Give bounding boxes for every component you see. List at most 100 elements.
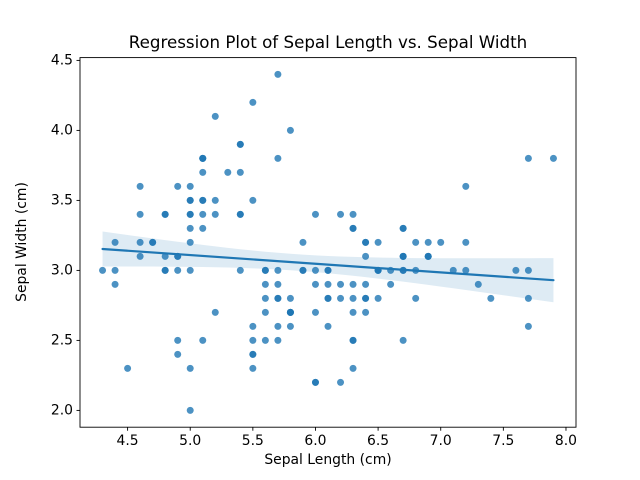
scatter-point bbox=[111, 266, 119, 274]
scatter-point bbox=[224, 168, 232, 176]
scatter-point bbox=[362, 308, 370, 316]
scatter-point bbox=[261, 308, 269, 316]
y-tick-label: 3.0 bbox=[51, 262, 73, 278]
scatter-point bbox=[549, 154, 557, 162]
scatter-point bbox=[174, 266, 182, 274]
x-tick-label: 7.0 bbox=[430, 433, 452, 449]
scatter-point bbox=[274, 336, 282, 344]
scatter-point bbox=[424, 238, 432, 246]
scatter-point bbox=[412, 238, 420, 246]
scatter-point bbox=[199, 168, 207, 176]
scatter-point bbox=[412, 294, 420, 302]
scatter-point bbox=[286, 322, 294, 330]
scatter-point bbox=[186, 364, 194, 372]
scatter-point bbox=[524, 322, 532, 330]
scatter-point bbox=[362, 294, 370, 302]
scatter-point bbox=[512, 266, 520, 274]
scatter-point bbox=[161, 252, 169, 260]
scatter-point bbox=[186, 238, 194, 246]
axes-spines bbox=[79, 57, 577, 428]
scatter-point bbox=[186, 210, 194, 218]
scatter-point bbox=[186, 224, 194, 232]
scatter-point bbox=[274, 70, 282, 78]
scatter-point bbox=[236, 168, 244, 176]
scatter-point bbox=[337, 280, 345, 288]
scatter-point bbox=[274, 294, 282, 302]
scatter-point bbox=[199, 154, 207, 162]
scatter-point bbox=[261, 280, 269, 288]
scatter-point bbox=[136, 182, 144, 190]
scatter-point bbox=[161, 266, 169, 274]
scatter-point bbox=[186, 182, 194, 190]
x-tick-label: 8.0 bbox=[555, 433, 577, 449]
scatter-point bbox=[311, 266, 319, 274]
scatter-point bbox=[474, 280, 482, 288]
regression-line bbox=[101, 247, 555, 282]
scatter-point bbox=[337, 294, 345, 302]
scatter-point bbox=[362, 252, 370, 260]
scatter-point bbox=[274, 154, 282, 162]
scatter-point bbox=[186, 266, 194, 274]
scatter-point bbox=[199, 196, 207, 204]
scatter-point bbox=[249, 98, 257, 106]
scatter-point bbox=[274, 322, 282, 330]
scatter-point bbox=[111, 238, 119, 246]
scatter-point bbox=[286, 126, 294, 134]
scatter-point bbox=[261, 294, 269, 302]
scatter-point bbox=[211, 308, 219, 316]
scatter-point bbox=[299, 238, 307, 246]
scatter-point bbox=[99, 266, 107, 274]
scatter-point bbox=[211, 112, 219, 120]
x-axis-label: Sepal Length (cm) bbox=[264, 452, 392, 468]
scatter-point bbox=[399, 224, 407, 232]
scatter-point bbox=[462, 182, 470, 190]
scatter-point bbox=[387, 280, 395, 288]
scatter-point bbox=[311, 308, 319, 316]
scatter-point bbox=[274, 266, 282, 274]
y-axis-label: Sepal Width (cm) bbox=[14, 182, 30, 302]
x-tick-label: 7.5 bbox=[492, 433, 514, 449]
scatter-point bbox=[249, 364, 257, 372]
x-tick-label: 4.5 bbox=[117, 433, 139, 449]
scatter-point bbox=[274, 280, 282, 288]
y-tick-label: 4.0 bbox=[51, 122, 73, 138]
scatter-point bbox=[362, 280, 370, 288]
scatter-point bbox=[261, 266, 269, 274]
scatter-point bbox=[362, 238, 370, 246]
scatter-point bbox=[349, 210, 357, 218]
scatter-point bbox=[186, 196, 194, 204]
scatter-point bbox=[124, 364, 132, 372]
chart-title: Regression Plot of Sepal Length vs. Sepa… bbox=[128, 32, 528, 52]
scatter-point bbox=[186, 406, 194, 414]
scatter-point bbox=[161, 210, 169, 218]
scatter-point bbox=[286, 308, 294, 316]
scatter-point bbox=[136, 238, 144, 246]
scatter-point bbox=[462, 238, 470, 246]
x-tick-label: 5.0 bbox=[179, 433, 201, 449]
scatter-point bbox=[349, 308, 357, 316]
scatter-point bbox=[324, 266, 332, 274]
x-tick-label: 5.5 bbox=[242, 433, 264, 449]
scatter-point bbox=[311, 378, 319, 386]
scatter-point bbox=[487, 294, 495, 302]
scatter-point bbox=[337, 378, 345, 386]
scatter-point bbox=[524, 266, 532, 274]
scatter-point bbox=[374, 294, 382, 302]
scatter-point bbox=[424, 252, 432, 260]
scatter-point bbox=[249, 350, 257, 358]
scatter-point bbox=[249, 322, 257, 330]
scatter-point bbox=[249, 336, 257, 344]
scatter-point bbox=[324, 280, 332, 288]
scatter-point bbox=[174, 182, 182, 190]
scatter-point bbox=[149, 238, 157, 246]
scatter-point bbox=[136, 210, 144, 218]
scatter-point bbox=[437, 238, 445, 246]
scatter-point bbox=[136, 252, 144, 260]
scatter-point bbox=[199, 336, 207, 344]
scatter-point bbox=[399, 336, 407, 344]
y-tick-label: 4.5 bbox=[51, 52, 73, 68]
scatter-point bbox=[324, 294, 332, 302]
scatter-point bbox=[286, 294, 294, 302]
